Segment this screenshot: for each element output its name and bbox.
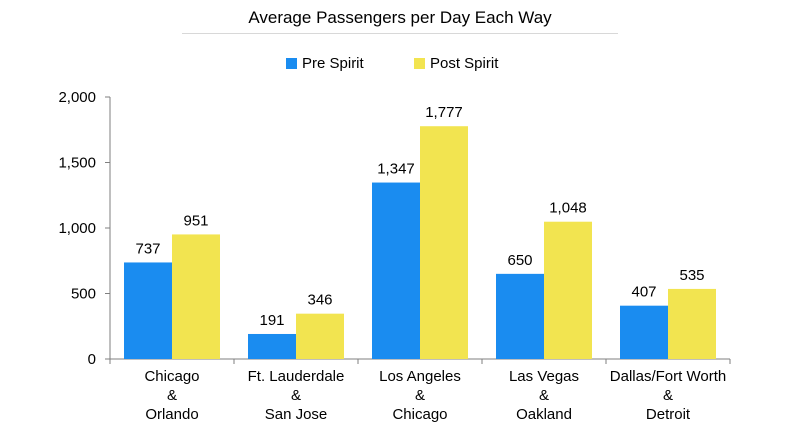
title-underline [182, 33, 618, 34]
y-tick-label: 1,500 [58, 155, 96, 172]
x-category-label: & [415, 387, 425, 404]
x-category-label: Los Angeles [379, 368, 461, 385]
x-category-label: San Jose [265, 406, 328, 423]
bar-pre-spirit [620, 305, 668, 359]
chart-title: Average Passengers per Day Each Way [248, 8, 552, 27]
bar-pre-spirit [496, 273, 544, 359]
data-label: 535 [679, 267, 704, 284]
x-category-label: Dallas/Fort Worth [610, 368, 726, 385]
data-label: 407 [631, 284, 656, 301]
bar-post-spirit [420, 126, 468, 359]
legend-swatch-pre-spirit [286, 58, 297, 69]
x-category-label: & [539, 387, 549, 404]
data-label: 650 [507, 252, 532, 269]
data-label: 346 [307, 292, 332, 309]
legend-item-post-spirit: Post Spirit [414, 55, 498, 72]
bar-pre-spirit [372, 182, 420, 359]
legend-label-post-spirit: Post Spirit [430, 55, 499, 72]
data-label: 191 [259, 312, 284, 329]
bar-post-spirit [668, 288, 716, 359]
bar-pre-spirit [124, 262, 172, 359]
y-tick-label: 0 [88, 351, 96, 368]
x-category-label: & [167, 387, 177, 404]
x-category-label: Chicago [144, 368, 199, 385]
bar-post-spirit [544, 221, 592, 359]
bar-post-spirit [296, 313, 344, 359]
x-category-label: Ft. Lauderdale [248, 368, 345, 385]
legend-swatch-post-spirit [414, 58, 425, 69]
x-category-label: Detroit [646, 406, 691, 423]
data-label: 951 [183, 212, 208, 229]
x-category-label: Oakland [516, 406, 572, 423]
data-label: 737 [135, 240, 160, 257]
x-category-label: Las Vegas [509, 368, 579, 385]
legend-item-pre-spirit: Pre Spirit [286, 55, 364, 72]
data-label: 1,347 [377, 161, 415, 178]
y-tick-label: 1,000 [58, 220, 96, 237]
x-category-label: & [291, 387, 301, 404]
y-tick-label: 2,000 [58, 89, 96, 106]
bar-pre-spirit [248, 333, 296, 359]
bar-post-spirit [172, 234, 220, 359]
legend-label-pre-spirit: Pre Spirit [302, 55, 364, 72]
data-label: 1,048 [549, 200, 587, 217]
x-category-label: & [663, 387, 673, 404]
x-category-label: Orlando [145, 406, 198, 423]
data-label: 1,777 [425, 104, 463, 121]
x-category-label: Chicago [392, 406, 447, 423]
y-tick-label: 500 [71, 286, 96, 303]
